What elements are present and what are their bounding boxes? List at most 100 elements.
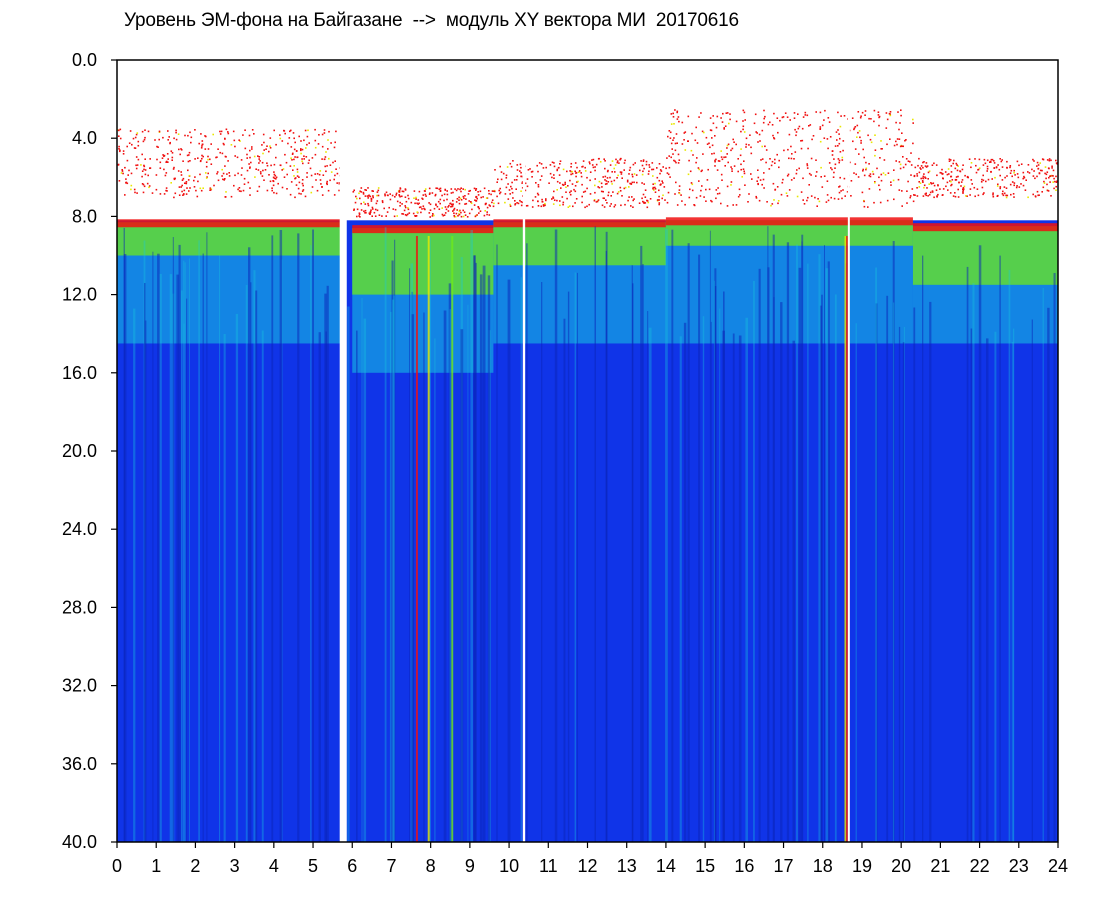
signal-dot bbox=[695, 161, 697, 164]
signal-dot bbox=[1054, 180, 1056, 183]
x-tick-label: 5 bbox=[308, 856, 318, 876]
signal-dot bbox=[482, 196, 484, 198]
signal-dot bbox=[413, 190, 416, 192]
signal-dot bbox=[922, 175, 925, 178]
signal-dot bbox=[453, 214, 455, 217]
signal-dot bbox=[658, 203, 660, 206]
signal-dot bbox=[874, 154, 876, 157]
signal-dot bbox=[126, 159, 129, 162]
signal-dot bbox=[906, 202, 908, 204]
signal-dot bbox=[937, 193, 939, 196]
signal-dot bbox=[987, 178, 990, 181]
signal-dot bbox=[251, 148, 253, 150]
signal-dot bbox=[1033, 160, 1035, 162]
signal-dot bbox=[1009, 165, 1012, 167]
signal-dot bbox=[404, 214, 407, 216]
signal-dot bbox=[632, 199, 634, 202]
signal-dot bbox=[709, 146, 711, 149]
signal-dot bbox=[962, 189, 965, 192]
signal-dot bbox=[552, 196, 554, 198]
signal-dot bbox=[615, 158, 617, 161]
signal-dot bbox=[614, 164, 617, 166]
signal-dot bbox=[549, 172, 552, 175]
signal-dot bbox=[321, 186, 323, 188]
signal-dot bbox=[900, 109, 902, 111]
signal-dot bbox=[326, 182, 328, 185]
signal-dot bbox=[606, 182, 608, 185]
signal-dot bbox=[304, 195, 307, 198]
signal-dot bbox=[465, 198, 467, 200]
signal-dot bbox=[969, 188, 972, 190]
signal-dot bbox=[318, 173, 321, 176]
signal-dot bbox=[927, 178, 929, 180]
signal-dot bbox=[542, 204, 545, 206]
signal-dot bbox=[950, 180, 952, 183]
signal-dot bbox=[281, 186, 284, 189]
signal-dot bbox=[809, 124, 812, 126]
highlight-line bbox=[427, 235, 430, 842]
streak bbox=[767, 267, 770, 842]
signal-dot bbox=[654, 186, 656, 189]
signal-dot bbox=[122, 153, 125, 155]
signal-dot bbox=[135, 133, 138, 136]
signal-dot bbox=[446, 190, 448, 192]
highlight-line bbox=[844, 235, 847, 842]
signal-dot bbox=[854, 126, 857, 128]
signal-dot bbox=[893, 144, 896, 147]
signal-dot bbox=[486, 213, 488, 216]
streak bbox=[389, 311, 393, 842]
signal-dot bbox=[698, 116, 700, 118]
signal-dot bbox=[283, 176, 286, 178]
signal-dot bbox=[135, 164, 137, 167]
signal-dot bbox=[839, 185, 841, 188]
signal-dot bbox=[676, 204, 679, 206]
signal-dot bbox=[367, 197, 369, 199]
signal-dot bbox=[616, 160, 619, 162]
signal-dot bbox=[1002, 190, 1004, 193]
signal-dot bbox=[765, 149, 768, 151]
signal-dot bbox=[732, 204, 734, 206]
signal-dot bbox=[777, 200, 780, 202]
signal-dot bbox=[290, 181, 293, 183]
y-tick-label: 40.0 bbox=[62, 832, 97, 852]
signal-dot bbox=[384, 193, 386, 195]
y-tick-label: 24.0 bbox=[62, 519, 97, 539]
signal-dot bbox=[632, 163, 635, 166]
signal-dot bbox=[670, 156, 672, 159]
x-tick-label: 18 bbox=[813, 856, 833, 876]
signal-dot bbox=[672, 112, 674, 115]
streak bbox=[798, 267, 802, 842]
signal-dot bbox=[129, 130, 132, 132]
signal-dot bbox=[586, 176, 588, 179]
signal-dot bbox=[562, 203, 564, 206]
signal-dot bbox=[445, 208, 448, 211]
signal-dot bbox=[878, 176, 880, 179]
signal-dot bbox=[306, 135, 309, 138]
signal-dot bbox=[144, 169, 147, 171]
signal-dot bbox=[334, 160, 336, 162]
streak bbox=[642, 264, 644, 842]
signal-dot bbox=[669, 131, 672, 134]
signal-dot bbox=[869, 138, 872, 141]
signal-dot bbox=[698, 168, 700, 171]
signal-dot bbox=[219, 133, 222, 135]
signal-dot bbox=[910, 164, 913, 166]
signal-dot bbox=[718, 192, 721, 195]
signal-dot bbox=[820, 166, 822, 169]
streak bbox=[792, 340, 795, 842]
signal-dot bbox=[777, 202, 779, 205]
signal-dot bbox=[778, 166, 780, 169]
signal-dot bbox=[324, 156, 327, 158]
signal-dot bbox=[544, 202, 546, 205]
signal-dot bbox=[1028, 172, 1031, 174]
signal-dot bbox=[228, 172, 230, 174]
signal-dot bbox=[899, 145, 902, 148]
signal-dot bbox=[227, 131, 229, 133]
signal-dot bbox=[629, 166, 632, 169]
signal-dot bbox=[336, 172, 339, 175]
signal-dot bbox=[184, 134, 186, 137]
signal-dot bbox=[316, 173, 319, 175]
signal-dot bbox=[121, 169, 123, 171]
signal-dot bbox=[514, 203, 516, 206]
signal-dot bbox=[901, 145, 903, 147]
